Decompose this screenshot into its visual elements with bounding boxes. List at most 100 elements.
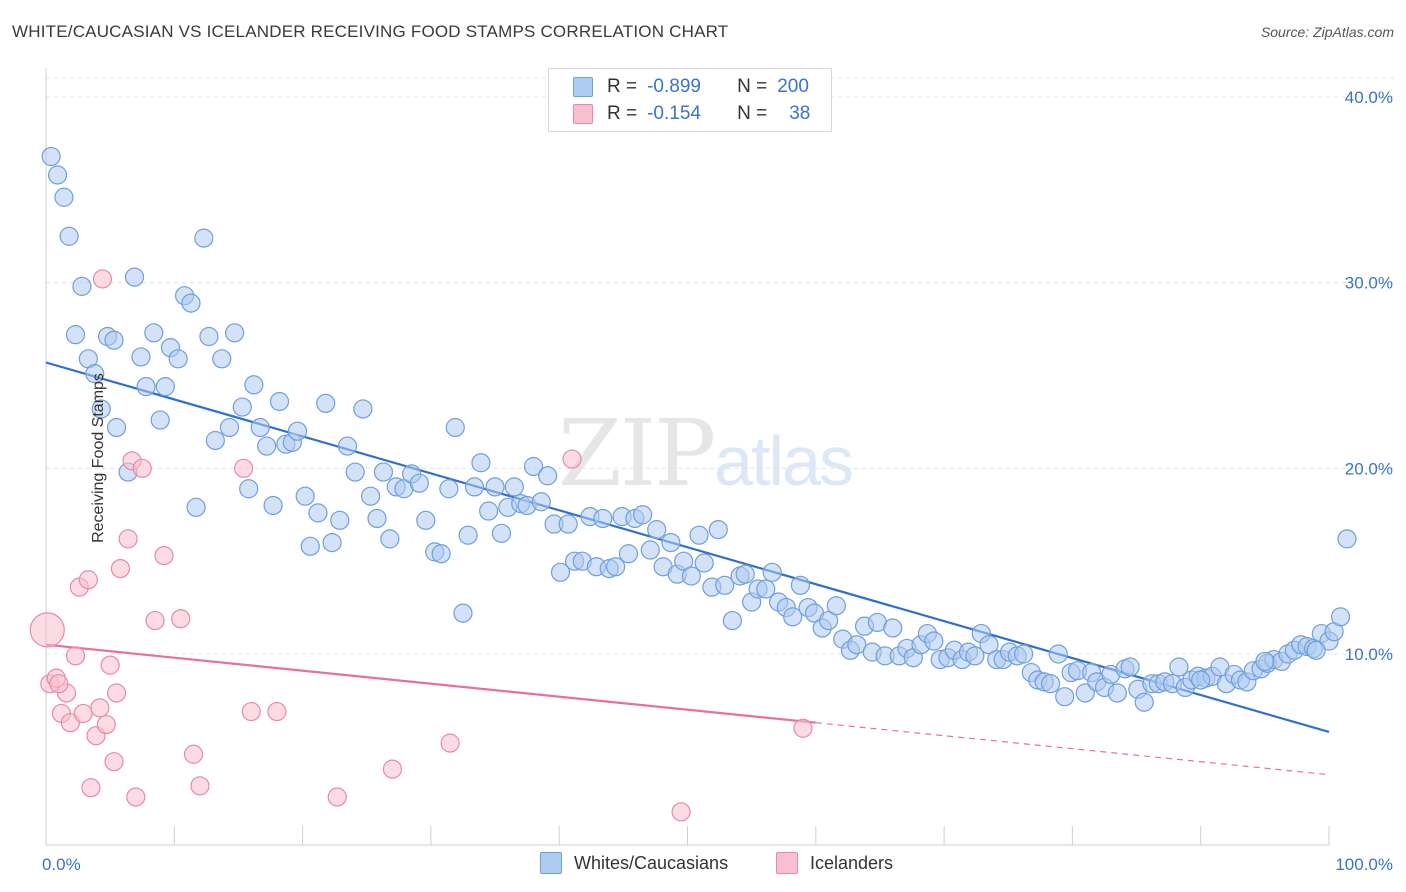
point-whites	[85, 364, 105, 384]
point-icelanders	[92, 269, 113, 289]
point-icelanders	[73, 703, 93, 724]
point-whites	[550, 562, 571, 582]
legend-row-icelanders: R = -0.154 N = 38	[573, 102, 810, 126]
point-whites	[1337, 529, 1357, 549]
point-whites	[647, 520, 667, 540]
point-whites	[1048, 644, 1068, 664]
point-whites	[924, 631, 944, 651]
legend-row-whites: R = -0.899 N = 200	[573, 75, 809, 99]
point-icelanders	[65, 646, 86, 666]
point-icelanders	[562, 449, 582, 469]
point-whites	[640, 540, 660, 560]
point-whites	[155, 377, 175, 397]
point-icelanders	[171, 609, 191, 629]
point-whites	[106, 417, 127, 438]
point-icelanders	[104, 752, 124, 772]
point-icelanders	[49, 674, 69, 694]
point-whites	[1055, 687, 1075, 707]
point-icelanders	[29, 612, 65, 648]
point-whites	[661, 532, 681, 553]
point-whites	[756, 579, 776, 599]
point-whites	[790, 575, 811, 595]
point-whites	[1169, 657, 1189, 677]
point-whites	[1014, 644, 1034, 664]
point-whites	[316, 393, 336, 413]
point-whites	[322, 532, 342, 553]
x-tick-label: 100.0%	[1335, 855, 1393, 874]
point-whites	[479, 501, 499, 521]
point-whites	[523, 456, 544, 477]
point-icelanders	[241, 701, 261, 722]
point-icelanders	[90, 698, 110, 718]
legend-swatch-icelanders	[573, 104, 593, 124]
point-whites	[715, 575, 735, 595]
y-tick-label: 20.0%	[1345, 459, 1393, 478]
point-whites	[104, 330, 124, 350]
point-whites	[257, 436, 277, 456]
point-whites	[1255, 651, 1275, 672]
data-points	[29, 146, 1357, 822]
point-icelanders	[126, 787, 146, 807]
y-tick-label: 40.0%	[1345, 88, 1393, 107]
point-whites	[54, 187, 74, 207]
point-whites	[136, 377, 156, 397]
point-icelanders	[671, 802, 691, 822]
point-whites	[150, 410, 170, 430]
point-whites	[1120, 657, 1140, 677]
point-whites	[1330, 607, 1351, 627]
point-icelanders	[81, 778, 101, 798]
y-tick-label: 10.0%	[1345, 645, 1393, 664]
watermark-atlas: atlas	[714, 422, 854, 500]
point-whites	[144, 323, 164, 343]
point-whites	[181, 293, 201, 313]
point-icelanders	[132, 458, 152, 478]
point-icelanders	[267, 701, 287, 722]
point-icelanders	[183, 744, 204, 764]
point-whites	[464, 477, 485, 497]
point-whites	[1191, 670, 1211, 690]
legend-n-label: N =	[737, 103, 768, 124]
legend-r-value: -0.899	[647, 76, 701, 97]
point-whites	[504, 477, 524, 497]
point-icelanders	[793, 718, 813, 738]
point-icelanders	[145, 610, 165, 631]
legend-n-value: 38	[789, 103, 811, 124]
point-whites	[295, 486, 315, 506]
point-whites	[41, 146, 61, 167]
point-whites	[244, 375, 264, 395]
legend-item-icelanders[interactable]: Icelanders	[776, 852, 893, 874]
point-icelanders	[154, 545, 174, 566]
point-icelanders	[440, 733, 460, 753]
point-whites	[445, 417, 465, 438]
point-icelanders	[96, 714, 116, 735]
point-whites	[847, 635, 867, 655]
point-whites	[219, 417, 240, 438]
point-whites	[593, 508, 613, 529]
point-whites	[458, 525, 478, 545]
point-whites	[558, 514, 578, 534]
point-whites	[131, 347, 151, 367]
point-whites	[194, 228, 214, 248]
legend-item-whites[interactable]: Whites/Caucasians	[540, 852, 728, 874]
point-whites	[681, 566, 701, 586]
watermark-zip: ZIP	[558, 400, 716, 507]
trend-line-icelanders	[45, 643, 816, 724]
y-axis-label: Receiving Food Stamps	[89, 373, 107, 543]
point-icelanders	[100, 655, 120, 675]
point-whites	[471, 453, 491, 473]
point-whites	[186, 497, 206, 517]
point-whites	[72, 276, 92, 296]
point-whites	[783, 607, 803, 627]
point-whites	[453, 603, 473, 623]
point-whites	[263, 495, 283, 516]
trend-line-icelanders-extrapolated	[815, 722, 1330, 776]
point-whites	[300, 536, 320, 556]
point-whites	[239, 479, 259, 499]
y-tick-label: 30.0%	[1345, 274, 1393, 293]
point-whites	[367, 508, 387, 529]
point-icelanders	[106, 683, 127, 703]
chart-source: Source: ZipAtlas.com	[1260, 24, 1394, 40]
stats-legend: R = -0.899 N = 200 R = -0.154 N = 38	[548, 68, 832, 132]
legend-label-icelanders: Icelanders	[810, 852, 894, 873]
